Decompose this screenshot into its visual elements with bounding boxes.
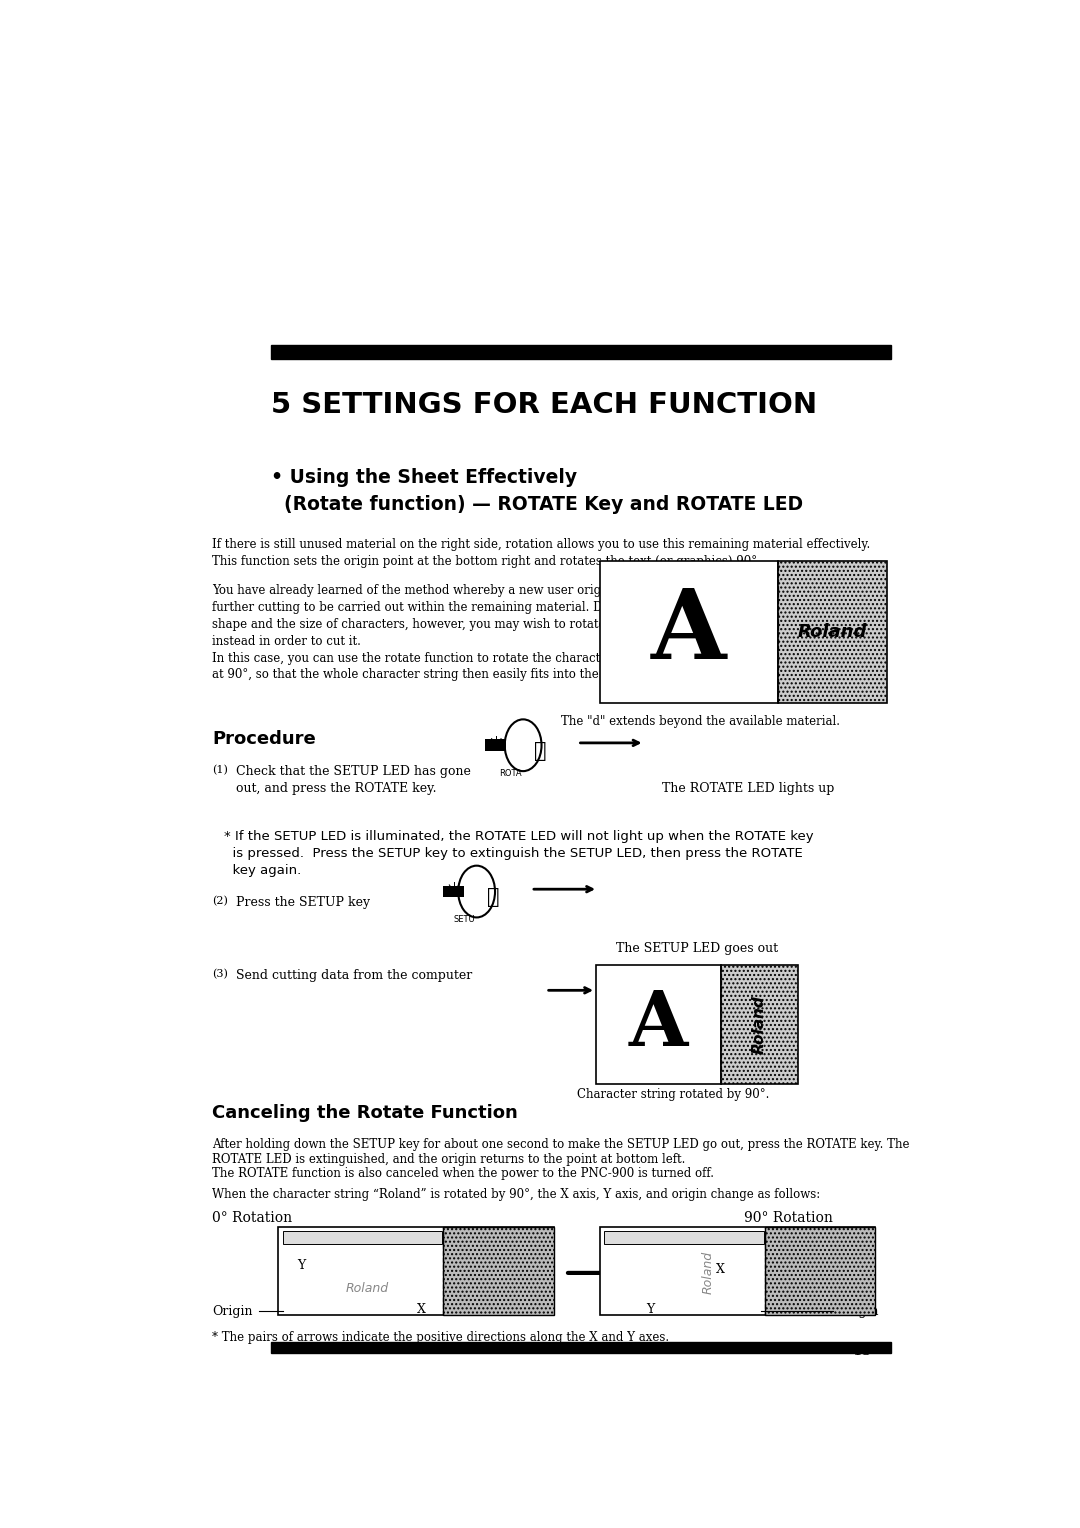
Text: * The pairs of arrows indicate the positive directions along the X and Y axes.: * The pairs of arrows indicate the posit…	[213, 1331, 670, 1343]
Text: ✋: ✋	[487, 888, 500, 908]
Bar	[283, 1232, 442, 1244]
Text: Check that the SETUP LED has gone: Check that the SETUP LED has gone	[235, 764, 471, 778]
Text: A: A	[629, 987, 688, 1062]
Text: If there is still unused material on the right side, rotation allows you to use : If there is still unused material on the…	[213, 538, 870, 550]
Bar	[600, 1227, 875, 1316]
Text: further cutting to be carried out within the remaining material. Depending on th: further cutting to be carried out within…	[213, 601, 700, 614]
Text: out, and press the ROTATE key.: out, and press the ROTATE key.	[235, 782, 436, 795]
Text: 0° Rotation: 0° Rotation	[213, 1212, 293, 1225]
Text: Canceling the Rotate Function: Canceling the Rotate Function	[213, 1103, 518, 1122]
Text: After holding down the SETUP key for about one second to make the SETUP LED go o: After holding down the SETUP key for abo…	[213, 1138, 910, 1151]
Bar	[271, 345, 891, 359]
Text: X: X	[716, 1262, 725, 1276]
Text: X: X	[417, 1302, 427, 1316]
Text: ROTA: ROTA	[499, 769, 522, 778]
Text: Roland: Roland	[797, 623, 867, 640]
Text: (1): (1)	[213, 764, 228, 775]
Text: The ROTATE function is also canceled when the power to the PNC-900 is turned off: The ROTATE function is also canceled whe…	[213, 1167, 715, 1181]
Bar	[604, 1232, 764, 1244]
Text: The SETUP LED goes out: The SETUP LED goes out	[616, 941, 778, 955]
Text: Origin: Origin	[213, 1305, 253, 1319]
Text: 5 SETTINGS FOR EACH FUNCTION: 5 SETTINGS FOR EACH FUNCTION	[271, 391, 816, 419]
Text: (2): (2)	[213, 895, 228, 906]
Text: This function sets the origin point at the bottom right and rotates the text (or: This function sets the origin point at t…	[213, 555, 761, 567]
Text: You have already learned of the method whereby a new user origin is set, allowin: You have already learned of the method w…	[213, 584, 705, 597]
Bar	[721, 964, 798, 1085]
Text: instead in order to cut it.: instead in order to cut it.	[213, 634, 362, 648]
Text: at 90°, so that the whole character string then easily fits into the available m: at 90°, so that the whole character stri…	[213, 668, 714, 681]
Text: ✋: ✋	[534, 741, 546, 761]
Text: 13: 13	[852, 1343, 872, 1357]
Bar	[596, 964, 721, 1085]
Text: (Rotate function) — ROTATE Key and ROTATE LED: (Rotate function) — ROTATE Key and ROTAT…	[271, 495, 802, 515]
Text: Y: Y	[646, 1302, 654, 1316]
Text: • Using the Sheet Effectively: • Using the Sheet Effectively	[271, 468, 577, 487]
Text: shape and the size of characters, however, you may wish to rotate a character: shape and the size of characters, howeve…	[213, 617, 678, 631]
Text: 90° Rotation: 90° Rotation	[744, 1212, 833, 1225]
Bar	[778, 561, 887, 703]
Text: The "d" extends beyond the available material.: The "d" extends beyond the available mat…	[562, 715, 840, 727]
Text: Press the SETUP key: Press the SETUP key	[235, 895, 369, 909]
Text: * If the SETUP LED is illuminated, the ROTATE LED will not light up when the ROT: * If the SETUP LED is illuminated, the R…	[225, 830, 813, 843]
Text: The ROTATE LED lights up: The ROTATE LED lights up	[662, 782, 835, 796]
Text: Roland: Roland	[752, 995, 767, 1054]
Text: Send cutting data from the computer: Send cutting data from the computer	[235, 969, 472, 983]
Bar	[600, 561, 778, 703]
Text: SETU: SETU	[454, 915, 475, 924]
Bar	[279, 1227, 554, 1316]
Text: key again.: key again.	[225, 863, 301, 877]
Text: Procedure: Procedure	[213, 730, 316, 749]
Text: Character string rotated by 90°.: Character string rotated by 90°.	[578, 1088, 770, 1102]
Text: In this case, you can use the rotate function to rotate the character string "Ro: In this case, you can use the rotate fun…	[213, 651, 708, 665]
Text: A: A	[651, 585, 727, 678]
Text: is pressed.  Press the SETUP key to extinguish the SETUP LED, then press the ROT: is pressed. Press the SETUP key to extin…	[225, 847, 802, 860]
Text: Roland: Roland	[702, 1251, 715, 1294]
Bar	[765, 1227, 875, 1316]
Text: (3): (3)	[213, 969, 228, 979]
Text: Roland: Roland	[346, 1282, 389, 1294]
Bar	[485, 740, 507, 752]
Bar	[271, 1342, 891, 1352]
Text: ROTATE LED is extinguished, and the origin returns to the point at bottom left.: ROTATE LED is extinguished, and the orig…	[213, 1152, 686, 1166]
Text: Y: Y	[297, 1259, 306, 1271]
Bar	[443, 886, 464, 897]
Bar	[444, 1227, 554, 1316]
Text: When the character string “Roland” is rotated by 90°, the X axis, Y axis, and or: When the character string “Roland” is ro…	[213, 1189, 821, 1201]
Text: Origin: Origin	[838, 1305, 879, 1319]
